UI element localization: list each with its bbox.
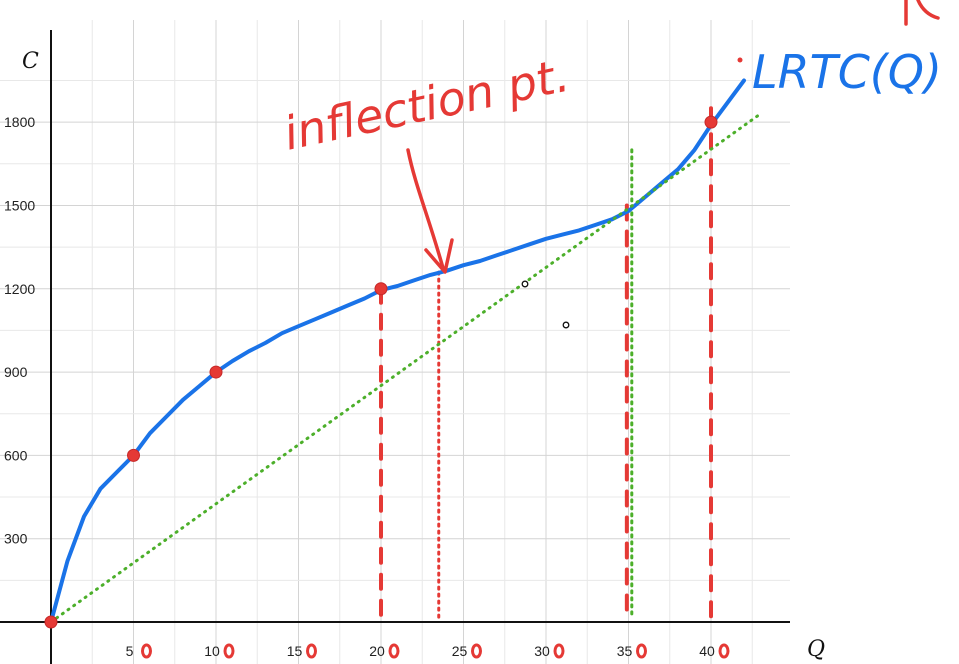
x-tick-label: 35 [617,643,633,659]
tick-doodle [141,643,152,659]
data-point [127,448,140,462]
x-tick-label: 40 [699,643,715,659]
data-point [704,115,718,129]
y-tick-label: 1800 [4,114,35,130]
y-tick-label: 1200 [4,281,35,297]
tick-doodle [306,643,317,659]
tick-doodle [223,643,235,659]
red-doodle-top [904,0,940,26]
highlighted-points [44,115,718,629]
inflection-annotation: inflection pt. [279,48,574,161]
small-open-point-a [521,280,529,288]
data-point [374,282,388,296]
x-tick-label: 20 [369,643,385,659]
y-tick-label: 300 [4,531,28,547]
series [49,78,762,624]
y-axis-label: C [22,49,39,74]
x-tick-label: 15 [287,643,303,659]
tick-doodle [553,643,565,659]
small-open-point-b [562,321,570,329]
tick-doodle [388,643,400,659]
vertical-guide-lines [379,106,713,620]
red-dot-top [737,57,743,63]
tick-doodle [471,643,482,659]
x-tick-label: 30 [534,643,550,659]
data-point [44,615,58,629]
tick-labels: 5 10 15 20 25 30 35 40 300 600 900 1200 1500 1800 [4,114,715,659]
lrtc-curve [49,78,746,624]
inflection-arrowhead [424,238,454,274]
tick-doodle [718,643,730,659]
x-axis-label: Q [807,637,825,662]
green-dotted-ray [49,112,762,624]
x-tick-label: 10 [204,643,220,659]
tick-doodles [141,643,730,659]
y-tick-label: 1500 [4,197,35,213]
y-tick-label: 600 [4,447,28,463]
x-tick-label: 25 [452,643,468,659]
axes [0,30,790,664]
data-point [209,365,223,379]
inflection-arrow [406,148,445,270]
x-tick-label: 5 [126,643,134,659]
lrtc-label: LRTC(Q) [752,45,942,99]
y-tick-label: 900 [4,364,28,380]
tick-doodle [636,643,647,659]
